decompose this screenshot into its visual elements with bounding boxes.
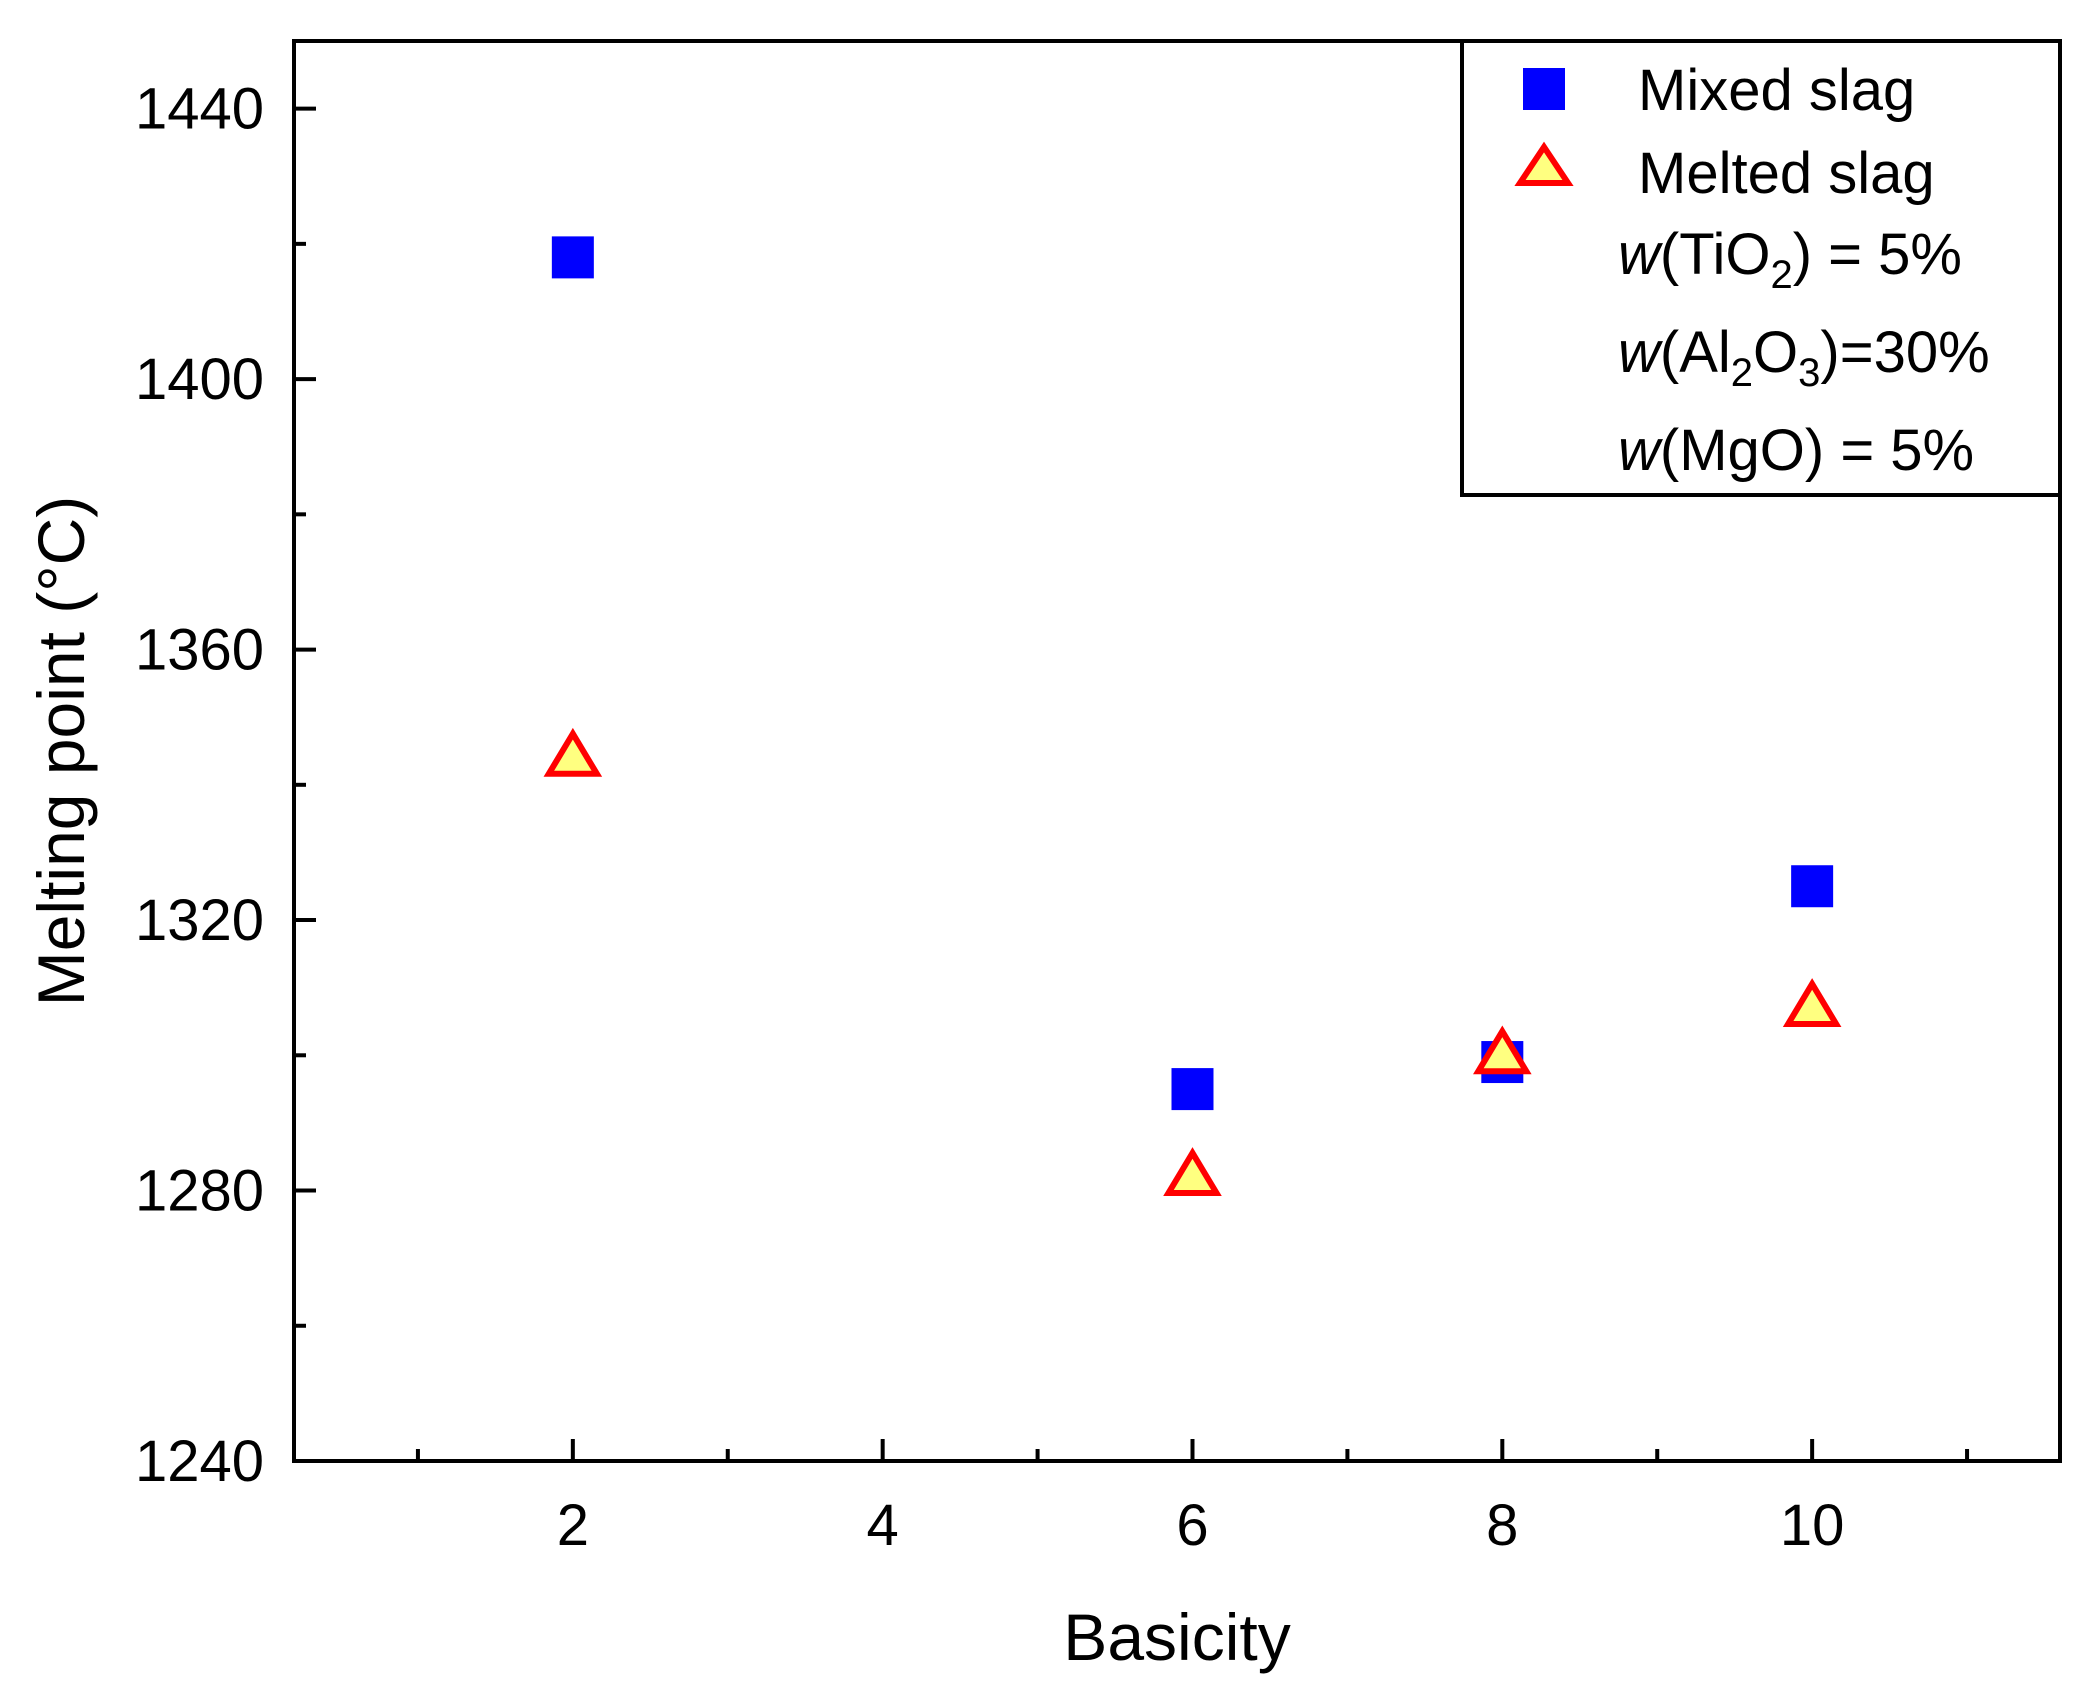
y-tick-label-1440: 1440 xyxy=(135,77,264,142)
plot-area-frame xyxy=(292,39,2062,1463)
y-tick-label-1320: 1320 xyxy=(135,888,264,953)
mixed-slag-point-6 xyxy=(1171,1068,1214,1111)
y-tick-label-1360: 1360 xyxy=(135,618,264,683)
x-axis-title: Basicity xyxy=(1063,1600,1290,1674)
y-axis-title: Melting point (°C) xyxy=(24,496,98,1007)
y-tick-label-1240: 1240 xyxy=(135,1429,264,1494)
y-tick-label-1400: 1400 xyxy=(135,347,264,412)
legend-marker-melted-slag xyxy=(1514,141,1574,186)
x-tick-label-6: 6 xyxy=(1176,1493,1208,1558)
legend-marker-mixed-slag xyxy=(1523,68,1565,110)
melted-slag-point-2 xyxy=(543,727,603,777)
legend-label-mixed-slag: Mixed slag xyxy=(1638,58,1915,123)
legend-label-melted-slag: Melted slag xyxy=(1638,141,1935,206)
x-tick-label-4: 4 xyxy=(867,1493,899,1558)
mixed-slag-point-10 xyxy=(1791,865,1834,908)
melted-slag-point-10 xyxy=(1782,978,1842,1027)
x-axis-ticks: 2 4 6 8 10 xyxy=(415,1439,1970,1558)
annotation-al2o3: w(Al2O3)=30% xyxy=(1618,320,1990,395)
melted-slag-point-6 xyxy=(1163,1147,1222,1196)
y-tick-label-1280: 1280 xyxy=(135,1159,264,1224)
annotation-tio2: w(TiO2) = 5% xyxy=(1618,222,1962,297)
legend-frame xyxy=(1460,39,2062,497)
data-points xyxy=(543,236,1842,1196)
melted-slag-point-8 xyxy=(1473,1025,1532,1075)
y-axis-ticks: 1240 1280 1320 1360 1400 1440 xyxy=(135,77,316,1494)
x-tick-label-10: 10 xyxy=(1780,1493,1845,1558)
x-tick-label-2: 2 xyxy=(557,1493,589,1558)
x-tick-label-8: 8 xyxy=(1486,1493,1518,1558)
mixed-slag-point-2 xyxy=(551,236,594,279)
legend: Mixed slag Melted slag w(TiO2) = 5% w(Al… xyxy=(1460,39,2062,497)
annotation-mgo: w(MgO) = 5% xyxy=(1618,418,1974,483)
